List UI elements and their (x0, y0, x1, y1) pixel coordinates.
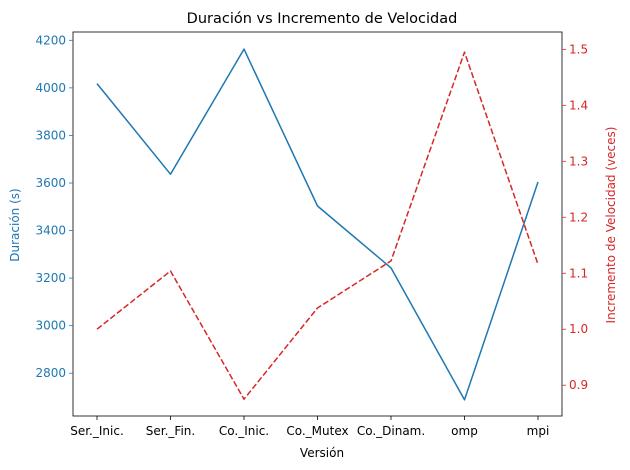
right-axis-tick-label: 1.4 (569, 98, 588, 112)
right-axis-tick-label: 1.3 (569, 154, 588, 168)
left-axis-tick-label: 3600 (35, 176, 66, 190)
chart-title: Duración vs Incremento de Velocidad (187, 11, 458, 27)
x-axis-tick-label: omp (451, 424, 478, 438)
left-axis-tick-label: 3400 (35, 224, 66, 238)
left-axis-tick-label: 3200 (35, 271, 66, 285)
x-axis-tick-label: Co._Dinam. (357, 424, 425, 438)
x-axis-tick-label: mpi (527, 424, 550, 438)
x-axis-tick-label: Co._Mutex (286, 424, 348, 438)
left-axis-label: Duración (s) (8, 188, 22, 261)
series-line-duration (96, 48, 539, 401)
right-axis-tick-label: 0.9 (569, 378, 588, 392)
right-axis-tick-label: 1.1 (569, 266, 588, 280)
left-axis-tick-label: 3000 (35, 319, 66, 333)
left-axis-tick-label: 3800 (35, 128, 66, 142)
plot-frame (72, 31, 563, 417)
right-axis-tick-label: 1.5 (569, 42, 588, 56)
series-line-speedup (96, 51, 539, 400)
right-axis-tick-label: 1.0 (569, 322, 588, 336)
left-axis-tick-label: 4000 (35, 81, 66, 95)
x-axis-tick-label: Co._Inic. (219, 424, 269, 438)
x-axis-tick-label: Ser._Fin. (146, 424, 195, 438)
right-axis-tick-label: 1.2 (569, 210, 588, 224)
left-axis-tick-label: 4200 (35, 33, 66, 47)
plot-area: 2800 3000 3200 3400 3600 3800 4000 4200 0.9 1.0 1.… (35, 31, 588, 438)
right-axis-label: Incremento de Velocidad (veces) (604, 127, 618, 324)
left-axis-tick-label: 2800 (35, 366, 66, 380)
x-axis-label: Versión (300, 446, 344, 460)
x-axis-tick-label: Ser._Inic. (70, 424, 124, 438)
